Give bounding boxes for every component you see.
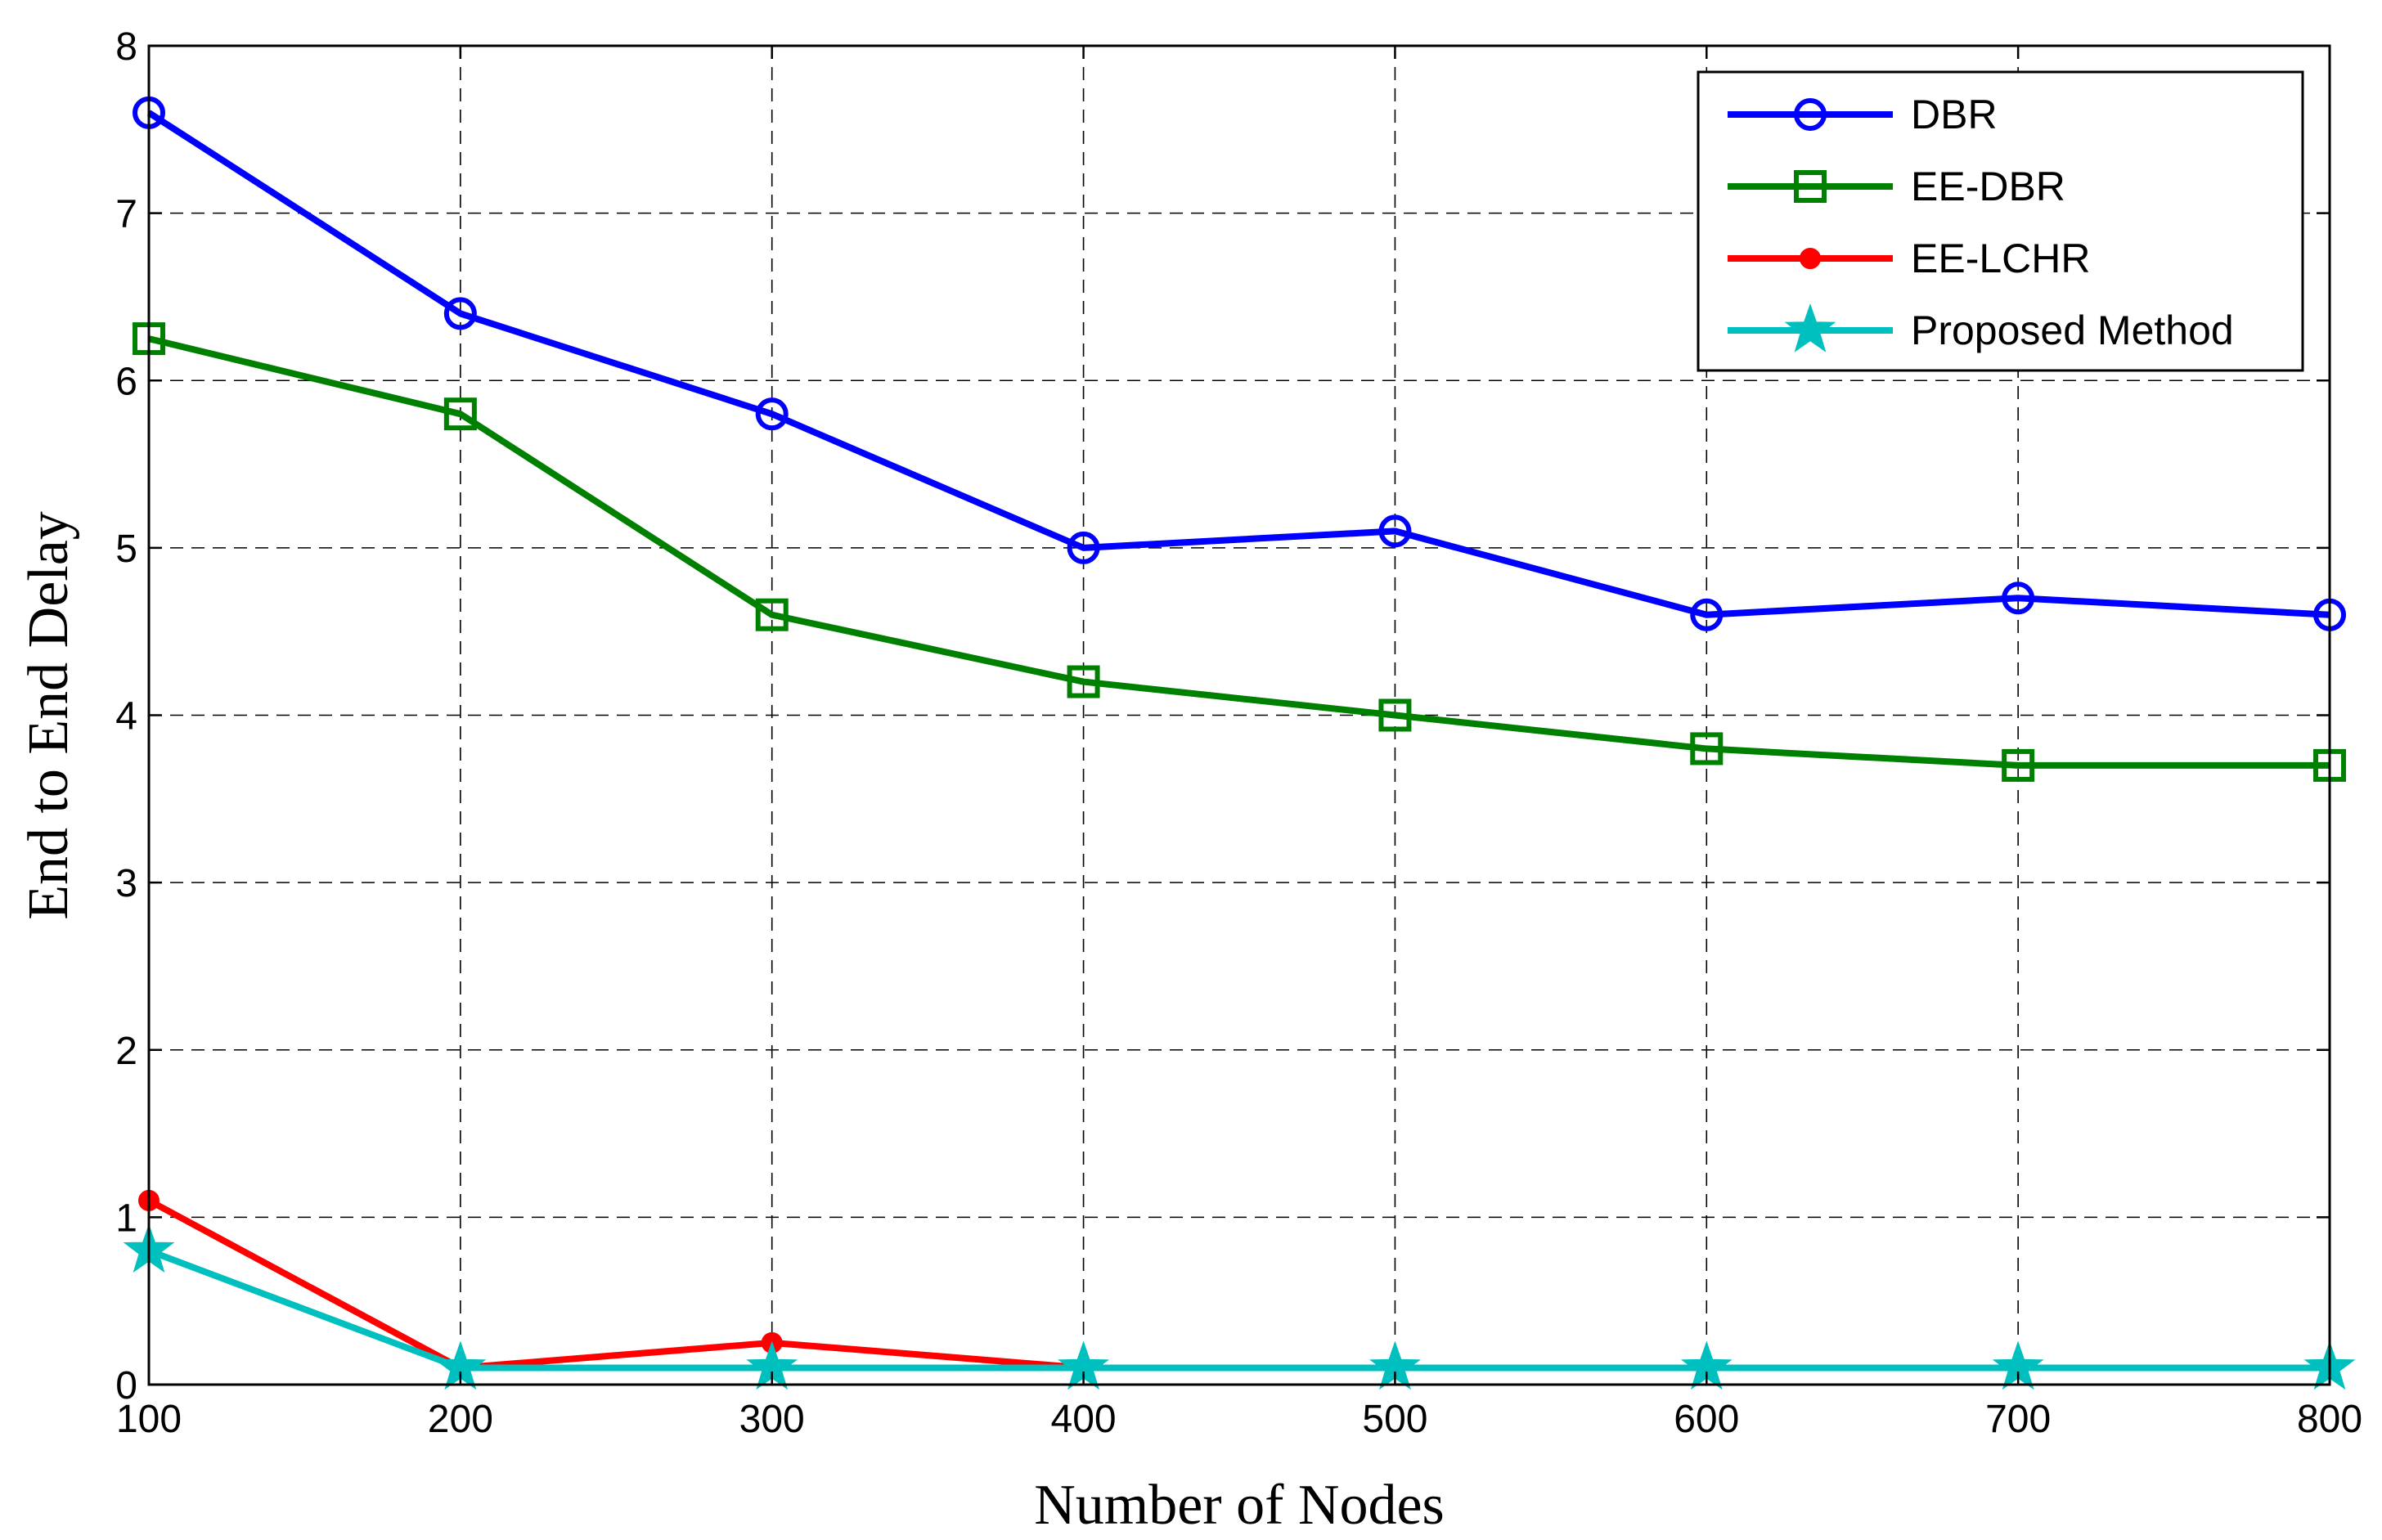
y-tick-label: 8 [115, 25, 137, 69]
data-point [443, 297, 477, 330]
legend-swatch-marker [1794, 98, 1827, 131]
legend-label: EE-LCHR [1911, 236, 2090, 281]
data-point [1378, 698, 1412, 732]
data-point [1067, 665, 1100, 698]
data-point [755, 397, 789, 431]
series-line [147, 1247, 2330, 1372]
y-tick-label: 1 [115, 1197, 137, 1240]
series-ee-dbr [133, 322, 2346, 782]
x-tick-label: 200 [428, 1398, 493, 1441]
y-tick-label: 7 [115, 193, 137, 236]
x-tick-label: 400 [1051, 1398, 1117, 1441]
series-ee-lchr [138, 1189, 2340, 1379]
y-axis-title: End to End Delay [17, 511, 80, 920]
data-point [1690, 598, 1724, 631]
x-tick-label: 800 [2297, 1398, 2362, 1441]
y-tick-label: 0 [115, 1364, 137, 1408]
y-tick-label: 3 [115, 862, 137, 905]
y-tick-label: 5 [115, 528, 137, 571]
x-axis-title: Number of Nodes [1034, 1474, 1445, 1537]
data-point [1378, 514, 1412, 548]
legend-item: EE-LCHR [1728, 236, 2090, 281]
legend-item: DBR [1728, 92, 1998, 137]
data-point [2002, 748, 2035, 782]
x-tick-label: 300 [739, 1398, 805, 1441]
legend-label: EE-DBR [1911, 164, 2065, 209]
x-tick-label: 500 [1362, 1398, 1427, 1441]
data-point [755, 598, 789, 631]
legend-swatch-marker [1784, 303, 1836, 352]
legend-item: EE-DBR [1728, 164, 2065, 209]
legend-label: DBR [1911, 92, 1998, 137]
series-line [146, 110, 2330, 618]
data-point [1067, 531, 1100, 564]
data-point [2002, 581, 2035, 615]
x-tick-label: 100 [116, 1398, 182, 1441]
y-tick-label: 2 [115, 1030, 137, 1073]
x-tick-label: 700 [1985, 1398, 2051, 1441]
data-point [1690, 732, 1724, 766]
y-tick-label: 4 [115, 695, 137, 739]
legend-item: Proposed Method [1728, 303, 2234, 353]
legend: DBR EE-DBR EE-LCHR Proposed Method [1697, 70, 2304, 372]
data-point [443, 397, 477, 431]
series-layer [123, 96, 2356, 1390]
series-proposed-method [123, 1223, 2356, 1390]
legend-swatch-marker [1800, 248, 1821, 269]
legend-label: Proposed Method [1911, 308, 2234, 353]
axis-ticks: 100 200 300 400 500 600 700 800 0 1 2 3 4 5 6 7 8 [115, 25, 2362, 1441]
series-line [147, 1197, 2330, 1372]
y-tick-label: 6 [115, 360, 137, 403]
series-dbr [133, 96, 2346, 631]
series-line [148, 335, 2330, 769]
x-tick-label: 600 [1674, 1398, 1739, 1441]
legend-swatch-marker [1794, 170, 1827, 203]
